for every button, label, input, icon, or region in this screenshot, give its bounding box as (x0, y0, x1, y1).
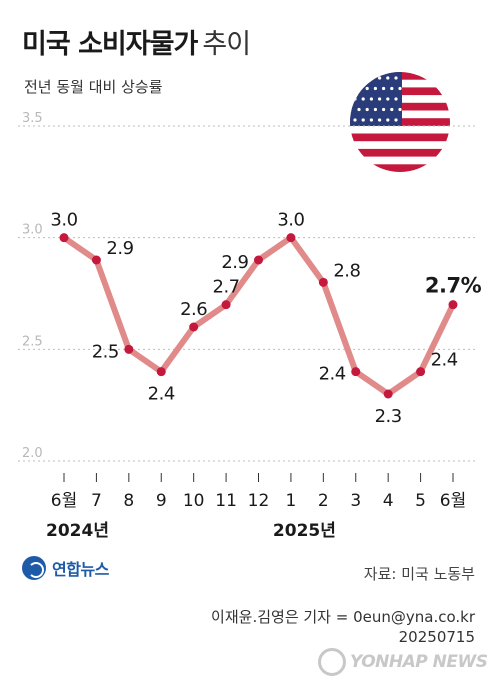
data-label: 2.4 (431, 350, 458, 371)
data-point (286, 233, 296, 243)
x-tick-label: 11 (215, 491, 237, 511)
x-tick-label: 1 (286, 491, 297, 511)
data-label: 2.3 (375, 406, 402, 427)
data-label: 2.6 (180, 299, 207, 320)
logo-text: 연합뉴스 (52, 560, 109, 579)
yonhap-logo: 연합뉴스 (22, 556, 109, 580)
x-tick-label: 5 (415, 491, 426, 511)
data-label: 2.8 (333, 260, 360, 281)
data-label: 2.7 (213, 277, 240, 298)
us-flag-icon (350, 72, 450, 172)
credit-line-1: 이재윤.김영은 기자 = 0eun@yna.co.kr (211, 608, 475, 626)
chart-subtitle: 전년 동월 대비 상승률 (24, 78, 163, 96)
x-tick-label: 12 (248, 491, 270, 511)
data-point (448, 300, 458, 310)
y-tick-label: 3.0 (22, 223, 43, 238)
data-point (59, 233, 69, 243)
year-label: 2024년 (46, 521, 109, 541)
x-tick-label: 2 (318, 491, 329, 511)
data-label: 3.0 (50, 210, 77, 231)
data-point (254, 255, 263, 265)
data-point (383, 389, 393, 399)
data-point (221, 300, 231, 310)
x-tick-label: 8 (123, 491, 134, 511)
credit: 이재윤.김영은 기자 = 0eun@yna.co.kr 20250715 (211, 607, 475, 647)
data-label: 3.0 (277, 210, 304, 231)
data-point (91, 255, 101, 265)
x-tick-label: 3 (350, 491, 361, 511)
source-note: 자료: 미국 노동부 (363, 565, 475, 583)
y-tick-label: 2.5 (22, 334, 43, 349)
x-tick-label: 4 (383, 491, 394, 511)
watermark-logo-icon (318, 648, 346, 676)
data-point (318, 277, 328, 287)
x-tick-label: 7 (91, 491, 102, 511)
data-point (351, 367, 361, 377)
watermark: YONHAP NEWS (318, 648, 488, 676)
title-light: 추이 (202, 29, 251, 60)
data-label: 2.9 (221, 252, 248, 273)
data-point (416, 367, 426, 377)
yonhap-logo-icon (22, 556, 46, 580)
title-bold: 미국 소비자물가 (22, 29, 198, 60)
y-tick-label: 3.5 (22, 111, 43, 126)
y-tick-label: 2.0 (22, 446, 43, 461)
data-point (156, 367, 166, 377)
x-tick-label: 6월 (51, 491, 77, 511)
credit-line-2: 20250715 (398, 628, 475, 646)
x-tick-label: 6월 (440, 491, 466, 511)
data-label: 2.7% (425, 274, 482, 298)
data-label: 2.4 (148, 384, 175, 405)
data-label: 2.9 (106, 238, 133, 259)
x-tick-label: 10 (183, 491, 205, 511)
data-point (189, 322, 199, 332)
data-point (124, 344, 134, 354)
data-label: 2.5 (92, 341, 119, 362)
x-tick-label: 9 (156, 491, 167, 511)
data-label: 2.4 (319, 364, 346, 385)
watermark-text: YONHAP NEWS (350, 652, 488, 672)
year-label: 2025년 (273, 521, 336, 541)
chart-title: 미국 소비자물가 추이 (22, 22, 251, 61)
